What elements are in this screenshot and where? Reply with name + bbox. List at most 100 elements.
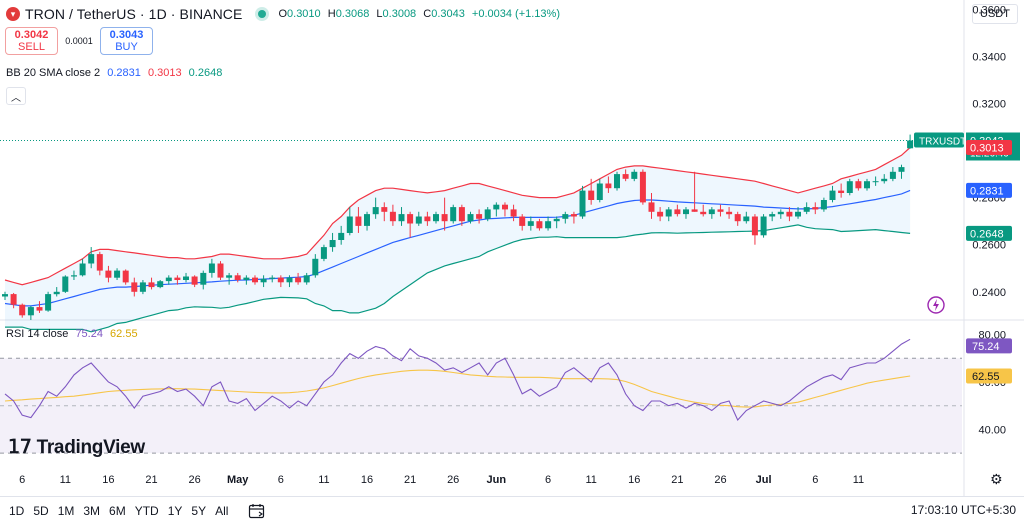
candle-body[interactable] <box>10 294 17 305</box>
candle-body[interactable] <box>588 190 595 200</box>
candle-body[interactable] <box>579 190 586 217</box>
candle-body[interactable] <box>484 209 491 219</box>
buy-button[interactable]: 0.3043 BUY <box>100 27 153 55</box>
candle-body[interactable] <box>665 209 672 217</box>
candle-body[interactable] <box>191 276 198 285</box>
candle-body[interactable] <box>803 207 810 212</box>
candle-body[interactable] <box>157 281 164 288</box>
candle-body[interactable] <box>631 171 638 179</box>
candle-body[interactable] <box>553 218 560 222</box>
candle-body[interactable] <box>639 171 646 203</box>
candle-body[interactable] <box>726 211 733 215</box>
range-1y[interactable]: 1Y <box>167 503 183 518</box>
candle-body[interactable] <box>36 307 43 311</box>
candle-body[interactable] <box>53 291 60 295</box>
candle-body[interactable] <box>45 294 52 311</box>
range-1m[interactable]: 1M <box>57 503 75 518</box>
candle-body[interactable] <box>346 216 353 234</box>
candle-body[interactable] <box>415 216 422 224</box>
candle-body[interactable] <box>71 275 77 277</box>
candle-body[interactable] <box>269 277 276 279</box>
candle-body[interactable] <box>183 276 189 281</box>
range-ytd[interactable]: YTD <box>134 503 159 518</box>
candle-body[interactable] <box>691 209 698 212</box>
candle-body[interactable] <box>114 270 121 278</box>
candle-body[interactable] <box>277 277 284 283</box>
candle-body[interactable] <box>62 276 69 292</box>
candle-body[interactable] <box>829 190 836 200</box>
candle-body[interactable] <box>372 207 379 215</box>
symbol-header[interactable]: ▾ TRON / TetherUS · 1D · BINANCE O0.3010… <box>6 5 560 23</box>
candle-body[interactable] <box>622 174 629 179</box>
candle-body[interactable] <box>812 207 819 210</box>
candle-body[interactable] <box>674 209 681 215</box>
candle-body[interactable] <box>898 167 905 172</box>
candle-body[interactable] <box>881 178 888 182</box>
candle-body[interactable] <box>605 183 612 189</box>
candle-body[interactable] <box>243 277 250 280</box>
candle-body[interactable] <box>545 221 552 229</box>
candle-body[interactable] <box>381 207 388 212</box>
candle-body[interactable] <box>450 207 457 222</box>
collapse-legend-button[interactable]: ︿ <box>6 87 26 105</box>
candle-body[interactable] <box>148 282 155 288</box>
candle-body[interactable] <box>700 211 707 215</box>
candle-body[interactable] <box>389 211 396 222</box>
candle-body[interactable] <box>683 209 689 215</box>
candle-body[interactable] <box>570 214 577 217</box>
candle-body[interactable] <box>519 216 526 226</box>
candle-body[interactable] <box>226 275 233 278</box>
candle-body[interactable] <box>562 214 569 219</box>
candle-body[interactable] <box>295 277 302 283</box>
range-5d[interactable]: 5D <box>33 503 49 518</box>
candle-body[interactable] <box>502 204 508 210</box>
candle-body[interactable] <box>872 181 879 183</box>
candle-body[interactable] <box>122 270 129 283</box>
candle-body[interactable] <box>320 247 327 259</box>
rsi-legend[interactable]: RSI 14 close 75.24 62.55 <box>6 328 138 340</box>
candle-body[interactable] <box>424 216 431 222</box>
candle-body[interactable] <box>303 275 310 283</box>
range-6m[interactable]: 6M <box>109 503 126 518</box>
gear-icon[interactable]: ⚙ <box>990 471 1003 487</box>
candle-body[interactable] <box>743 216 750 222</box>
candle-body[interactable] <box>433 214 439 222</box>
candle-body[interactable] <box>846 181 853 193</box>
candle-body[interactable] <box>493 204 500 210</box>
range-1d[interactable]: 1D <box>9 503 25 518</box>
candle-body[interactable] <box>364 214 370 226</box>
candle-body[interactable] <box>79 263 86 276</box>
candle-body[interactable] <box>441 214 448 222</box>
candle-body[interactable] <box>786 211 793 217</box>
candle-body[interactable] <box>286 277 293 283</box>
candle-body[interactable] <box>174 277 181 280</box>
candle-body[interactable] <box>2 294 8 297</box>
candle-body[interactable] <box>131 282 138 292</box>
candle-body[interactable] <box>19 304 26 316</box>
candle-body[interactable] <box>769 214 776 217</box>
sell-button[interactable]: 0.3042 SELL <box>5 27 58 55</box>
currency-button[interactable]: USDT <box>972 4 1018 24</box>
candle-body[interactable] <box>329 240 336 248</box>
candle-body[interactable] <box>407 214 414 224</box>
candle-body[interactable] <box>252 277 258 283</box>
candle-body[interactable] <box>760 216 767 236</box>
candle-body[interactable] <box>648 202 655 212</box>
candle-body[interactable] <box>864 181 870 189</box>
range-5y[interactable]: 5Y <box>191 503 207 518</box>
candle-body[interactable] <box>312 258 319 276</box>
tradingview-logo[interactable]: 𝟣𝟩 TradingView <box>8 436 145 459</box>
bb-legend[interactable]: BB 20 SMA close 2 0.2831 0.3013 0.2648 <box>6 67 222 79</box>
candle-body[interactable] <box>751 216 758 236</box>
candle-body[interactable] <box>217 263 224 278</box>
candle-body[interactable] <box>139 282 146 292</box>
range-all[interactable]: All <box>215 503 229 518</box>
symbol-title[interactable]: TRON / TetherUS · 1D · BINANCE <box>25 6 243 22</box>
candle-body[interactable] <box>734 214 741 222</box>
candle-body[interactable] <box>855 181 862 189</box>
price-chart[interactable]: 0.36000.34000.32000.28000.26000.2400TRXU… <box>0 0 1024 496</box>
candle-body[interactable] <box>165 277 172 282</box>
candle-body[interactable] <box>208 263 215 273</box>
candle-body[interactable] <box>614 174 620 189</box>
candle-body[interactable] <box>657 211 664 217</box>
